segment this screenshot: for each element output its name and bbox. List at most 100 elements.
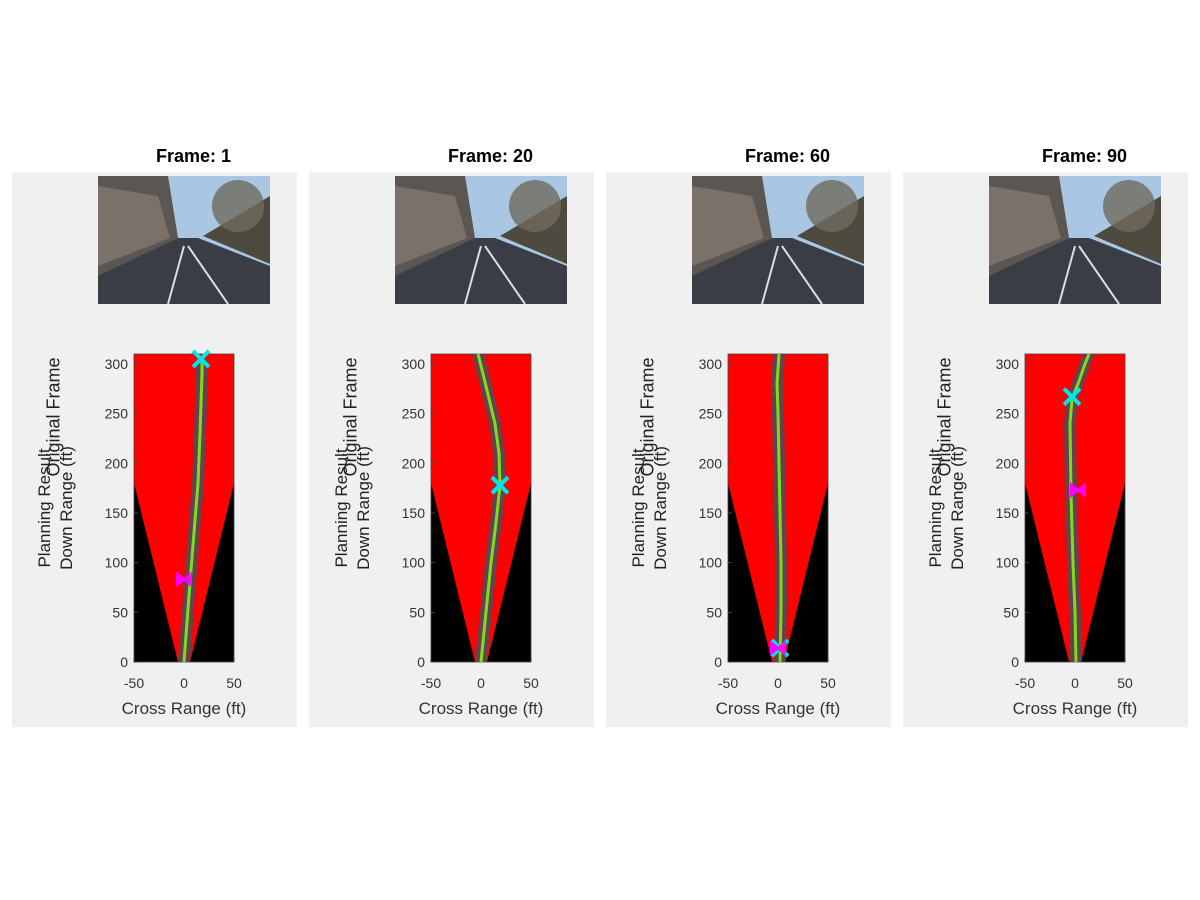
subplot-frame-60: Original Frame 0 50 100 150 200 250 300 -50 0 50 C… [606, 172, 891, 727]
frame-title: Frame: 1 [155, 146, 232, 166]
frame-title: Frame: 90 [1041, 146, 1128, 166]
planned-path [775, 353, 783, 663]
y-tick-label: 100 [105, 555, 129, 571]
planning-result-plot: 0 50 100 150 200 250 300 -50 0 50 Cross Range (ft)… [332, 353, 543, 718]
x-tick-label: 0 [1071, 675, 1079, 691]
shopfronts [395, 186, 467, 266]
y-tick-label: 150 [996, 505, 1020, 521]
vehicle-marker [176, 571, 186, 588]
free-space-cone [431, 354, 531, 662]
y-tick-label: 200 [996, 455, 1020, 471]
x-tick-label: 50 [1117, 675, 1133, 691]
y-tick-label: 200 [402, 455, 426, 471]
subplot-frame-90: Original Frame 0 50 100 150 200 250 300 -50 0 50 C… [903, 172, 1188, 727]
x-axis-label: Cross Range (ft) [122, 699, 247, 718]
y-tick-label: 200 [699, 455, 723, 471]
y-axis-label: Planning Result [629, 448, 648, 567]
original-frame-image [98, 176, 270, 304]
shopfronts [98, 186, 170, 266]
subplot-frame-20: Original Frame 0 50 100 150 200 250 300 -50 0 50 C… [309, 172, 594, 727]
y-axis-label: Planning Result [332, 448, 351, 567]
street-scene [989, 176, 1161, 304]
y-tick-label: 50 [112, 604, 128, 620]
y-tick-label: 50 [1003, 604, 1019, 620]
y-tick-label: 300 [699, 356, 723, 372]
lane-marking [464, 245, 482, 304]
y-tick-label: 150 [699, 505, 723, 521]
tree [1103, 180, 1155, 232]
y-axis-label: Down Range (ft) [651, 446, 670, 570]
x-tick-label: -50 [718, 675, 738, 691]
street-scene [395, 176, 567, 304]
street-scene [98, 176, 270, 304]
x-tick-label: -50 [421, 675, 441, 691]
y-tick-label: 200 [105, 455, 129, 471]
candidate-band [1064, 354, 1095, 662]
goal-marker [191, 349, 211, 369]
planning-result-plot: 0 50 100 150 200 250 300 -50 0 50 Cross Range (ft)… [926, 353, 1138, 718]
tree [509, 180, 561, 232]
y-tick-label: 100 [996, 555, 1020, 571]
x-tick-label: 50 [523, 675, 539, 691]
vehicle-marker [1076, 482, 1086, 499]
shopfronts [989, 186, 1061, 266]
y-tick-label: 150 [402, 505, 426, 521]
free-space-cone [134, 354, 234, 662]
vehicle-marker [1070, 482, 1080, 499]
subplot-frame-1: Original Frame 0 50 100 150 200 250 300 -50 0 50 C… [12, 172, 297, 727]
tree [806, 180, 858, 232]
y-tick-label: 300 [105, 356, 129, 372]
frame-title: Frame: 20 [447, 146, 534, 166]
original-frame-image [989, 176, 1161, 304]
vehicle-marker [776, 640, 786, 657]
vehicle-marker [182, 571, 192, 588]
tree [212, 180, 264, 232]
y-tick-label: 150 [105, 505, 129, 521]
lane-marking [781, 245, 823, 304]
planning-result-plot: 0 50 100 150 200 250 300 -50 0 50 Cross Range (ft)… [629, 353, 841, 718]
x-axis-label: Cross Range (ft) [1013, 699, 1138, 718]
y-tick-label: 300 [402, 356, 426, 372]
y-tick-label: 250 [699, 406, 723, 422]
y-tick-label: 100 [402, 555, 426, 571]
y-axis-label: Planning Result [35, 448, 54, 567]
x-tick-label: 0 [180, 675, 188, 691]
planned-path [476, 353, 502, 663]
y-tick-label: 300 [996, 356, 1020, 372]
goal-marker [1062, 387, 1082, 407]
lane-marking [167, 245, 185, 304]
y-axis-label: Down Range (ft) [57, 446, 76, 570]
y-axis-label: Planning Result [926, 448, 945, 567]
x-tick-label: 0 [477, 675, 485, 691]
x-axis-label: Cross Range (ft) [716, 699, 841, 718]
y-tick-label: 0 [417, 654, 425, 670]
y-tick-label: 0 [120, 654, 128, 670]
y-axis-label: Down Range (ft) [354, 446, 373, 570]
y-tick-label: 50 [706, 604, 722, 620]
vehicle-marker [770, 640, 780, 657]
y-tick-label: 250 [996, 406, 1020, 422]
lane-marking [1078, 245, 1120, 304]
x-tick-label: 50 [226, 675, 242, 691]
y-tick-label: 0 [1011, 654, 1019, 670]
x-tick-label: -50 [124, 675, 144, 691]
frame-title: Frame: 60 [744, 146, 831, 166]
planned-path [182, 358, 204, 663]
y-axis-label: Down Range (ft) [948, 446, 967, 570]
y-tick-label: 250 [402, 406, 426, 422]
lane-marking [1058, 245, 1076, 304]
lane-marking [484, 245, 526, 304]
x-tick-label: 0 [774, 675, 782, 691]
original-frame-image [692, 176, 864, 304]
y-tick-label: 100 [699, 555, 723, 571]
x-tick-label: 50 [820, 675, 836, 691]
y-tick-label: 50 [409, 604, 425, 620]
y-tick-label: 0 [714, 654, 722, 670]
shopfronts [692, 186, 764, 266]
x-tick-label: -50 [1015, 675, 1035, 691]
original-frame-image [395, 176, 567, 304]
goal-marker [490, 475, 510, 495]
planned-path [1068, 353, 1091, 663]
planning-result-plot: 0 50 100 150 200 250 300 -50 0 50 Cross Range (ft)… [35, 349, 247, 718]
lane-marking [187, 245, 229, 304]
